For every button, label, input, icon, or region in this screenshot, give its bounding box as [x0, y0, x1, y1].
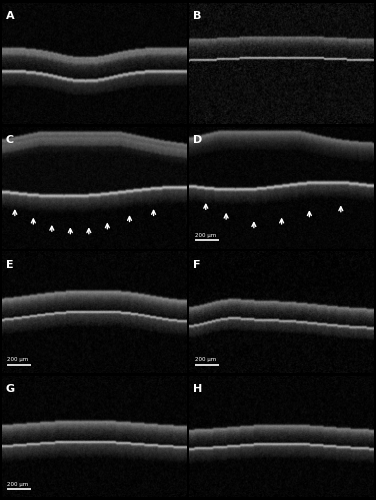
Text: G: G: [6, 384, 15, 394]
Text: D: D: [193, 136, 202, 145]
Text: F: F: [193, 260, 200, 270]
Text: 200 μm: 200 μm: [8, 482, 29, 486]
Text: C: C: [6, 136, 14, 145]
Text: 200 μm: 200 μm: [195, 357, 216, 362]
Text: 200 μm: 200 μm: [8, 357, 29, 362]
Text: H: H: [193, 384, 202, 394]
Text: B: B: [193, 11, 201, 21]
Text: 200 μm: 200 μm: [195, 233, 216, 238]
Text: A: A: [6, 11, 14, 21]
Text: E: E: [6, 260, 13, 270]
